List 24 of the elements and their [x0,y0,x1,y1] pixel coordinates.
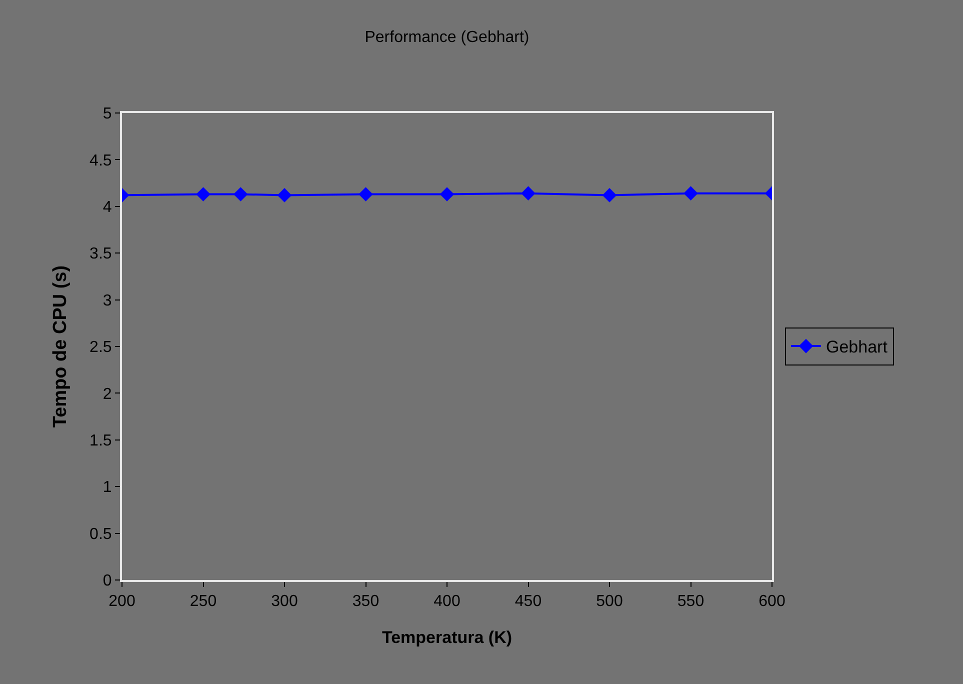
y-tick-label: 0 [102,572,112,590]
y-tick-label: 2 [102,386,112,403]
y-tick-label: 1.5 [90,432,112,450]
chart-title: Performance (Gebhart) [364,28,530,46]
y-tick-label: 3.5 [90,246,112,263]
x-tick-label: 600 [758,593,786,610]
y-tick-label: 1 [102,479,112,496]
legend-label: Gebhart [826,338,888,357]
x-tick-label: 200 [108,593,136,610]
x-tick-label: 300 [271,593,298,610]
x-tick-label: 550 [677,593,704,610]
y-tick-label: 0.5 [90,526,112,543]
x-tick-label: 350 [352,593,380,610]
x-tick-label: 250 [190,593,217,610]
y-axis-title: Tempo de CPU (s) [50,265,71,428]
y-tick-label: 5 [102,106,112,123]
y-tick-label: 4 [102,199,112,216]
x-tick-label: 500 [596,593,623,610]
x-tick-label: 400 [434,593,460,610]
x-tick-label: 450 [514,593,542,610]
y-tick-label: 4.5 [90,152,112,170]
y-tick-label: 2.5 [90,339,112,356]
x-axis-title: Temperatura (K) [382,628,512,648]
y-tick-label: 3 [102,292,112,310]
